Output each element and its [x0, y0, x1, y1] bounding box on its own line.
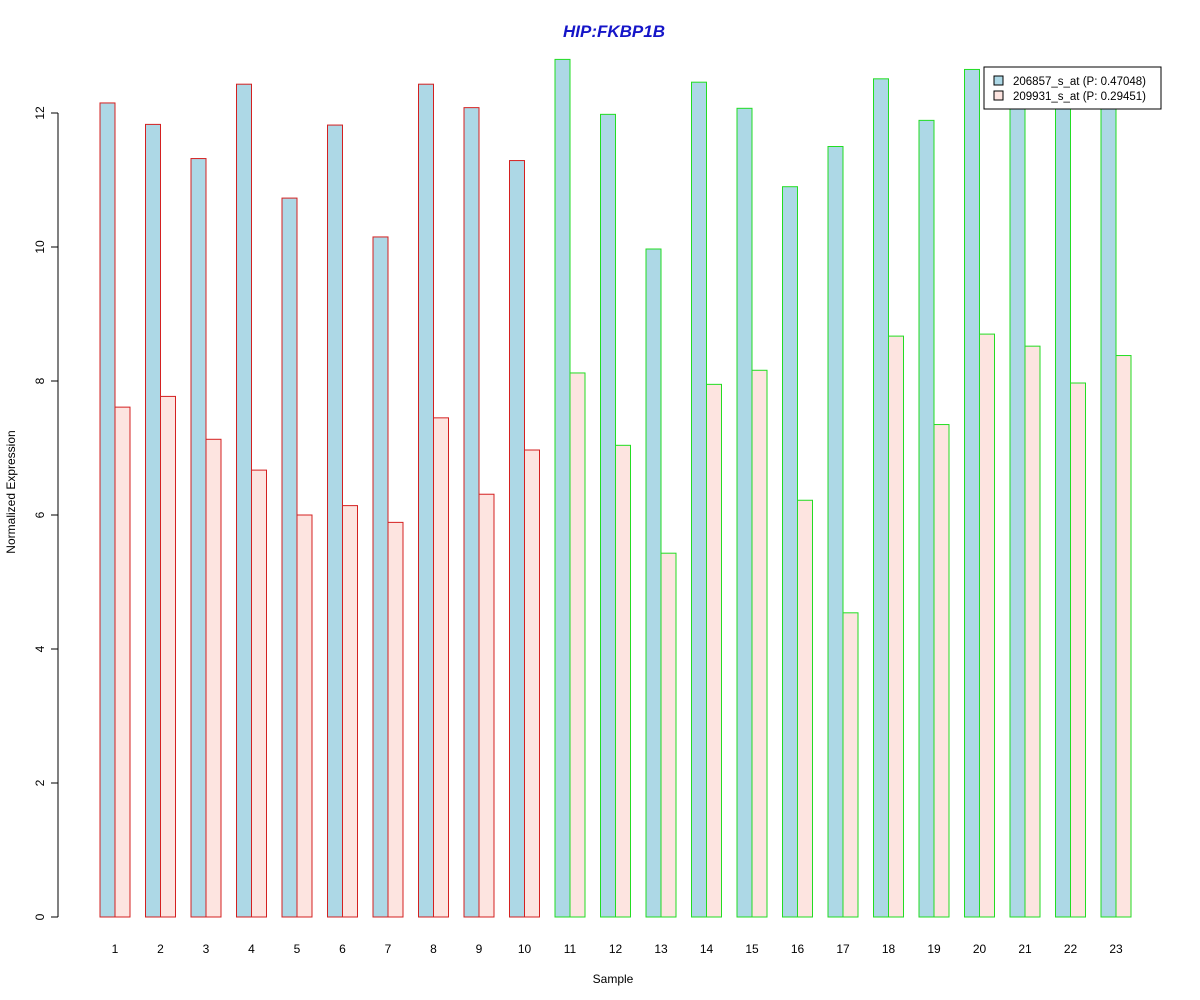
bar-series-2 [160, 395, 176, 918]
bar-series-1 [418, 83, 434, 918]
x-tick-label: 16 [791, 942, 805, 956]
y-tick-label: 4 [33, 645, 47, 652]
y-tick-label: 2 [33, 779, 47, 786]
bar-series-1 [281, 197, 298, 918]
x-tick-label: 5 [294, 942, 301, 956]
y-tick-label: 8 [33, 377, 47, 384]
bar-series-1 [1100, 105, 1117, 918]
bar-series-2 [888, 335, 904, 918]
x-tick-label: 14 [700, 942, 714, 956]
bar-series-2 [1070, 382, 1086, 918]
x-tick-label: 13 [654, 942, 668, 956]
bar-series-1 [736, 107, 753, 918]
bar-series-2 [751, 369, 768, 918]
x-tick-label: 9 [476, 942, 483, 956]
legend: 206857_s_at (P: 0.47048) 209931_s_at (P:… [983, 66, 1162, 110]
y-tick-label: 0 [33, 913, 47, 920]
legend-swatch [993, 75, 1004, 86]
bar-series-1 [782, 186, 798, 918]
bar-series-2 [433, 417, 449, 918]
chart-title: HIP:FKBP1B [563, 22, 665, 41]
x-tick-label: 22 [1064, 942, 1078, 956]
bar-series-1 [1055, 102, 1071, 918]
bar-series-1 [964, 68, 980, 918]
bar-series-1 [190, 158, 207, 918]
bar-series-2 [842, 612, 859, 918]
bar-series-1 [372, 236, 389, 918]
bar-series-1 [554, 58, 571, 918]
legend-label: 206857_s_at (P: 0.47048) [1013, 76, 1146, 88]
bar-series-2 [114, 406, 131, 918]
x-tick-label: 11 [564, 942, 577, 956]
x-tick-label: 8 [430, 942, 437, 956]
bar-series-2 [387, 521, 404, 918]
bar-series-2 [524, 449, 540, 918]
x-tick-label: 6 [339, 942, 346, 956]
x-tick-label: 10 [518, 942, 532, 956]
bar-series-2 [342, 505, 358, 918]
x-tick-label: 1 [112, 942, 119, 956]
x-tick-label: 19 [927, 942, 941, 956]
bar-series-2 [1115, 355, 1132, 918]
bar-series-2 [1024, 345, 1041, 918]
bar-series-1 [509, 160, 525, 918]
x-tick-label: 12 [609, 942, 623, 956]
x-axis: 1 2 3 4 5 6 7 8 9 10 11 12 13 14 15 16 17 18 19 20 21 22 23 [112, 942, 1123, 956]
y-axis-title: Normalized Expression [4, 430, 18, 553]
bar-series-1 [1009, 103, 1026, 918]
x-tick-label: 20 [973, 942, 987, 956]
bar-series-1 [327, 124, 343, 918]
bar-series-2 [933, 424, 950, 918]
bar-series-1 [145, 123, 161, 918]
legend-swatch [993, 90, 1004, 101]
bar-series-1 [99, 102, 116, 918]
bar-series-2 [979, 333, 995, 918]
bar-series-2 [569, 372, 586, 918]
bar-series-2 [797, 499, 813, 918]
bar-series-1 [873, 78, 889, 918]
bars [99, 58, 1132, 918]
bar-series-1 [645, 248, 662, 918]
x-tick-label: 21 [1018, 942, 1032, 956]
y-tick-label: 12 [33, 106, 47, 120]
x-axis-title: Sample [593, 972, 634, 986]
bar-series-2 [615, 444, 631, 918]
legend-box [983, 66, 1162, 110]
y-tick-label: 6 [33, 511, 47, 518]
x-tick-label: 15 [745, 942, 759, 956]
bar-series-2 [660, 552, 677, 918]
x-tick-label: 18 [882, 942, 896, 956]
y-axis: 0 2 4 6 8 10 12 [33, 106, 59, 920]
x-tick-label: 7 [385, 942, 392, 956]
bar-series-1 [691, 81, 707, 918]
bar-series-1 [918, 119, 935, 918]
bar-series-1 [236, 83, 252, 918]
y-tick-label: 10 [33, 240, 47, 254]
x-tick-label: 23 [1109, 942, 1123, 956]
bar-series-1 [463, 107, 480, 918]
legend-label: 209931_s_at (P: 0.29451) [1013, 91, 1146, 103]
bar-series-2 [478, 493, 495, 918]
x-tick-label: 17 [836, 942, 850, 956]
x-tick-label: 2 [157, 942, 164, 956]
bar-series-2 [706, 383, 722, 918]
x-tick-label: 3 [203, 942, 210, 956]
bar-series-1 [600, 113, 616, 918]
bar-series-2 [296, 514, 313, 918]
x-tick-label: 4 [248, 942, 255, 956]
bar-series-2 [205, 438, 222, 918]
bar-series-2 [251, 469, 267, 918]
bar-series-1 [827, 146, 844, 918]
